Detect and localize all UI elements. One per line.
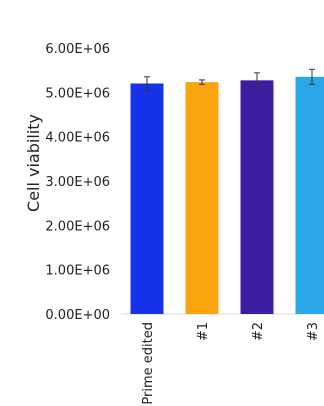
y-tick-label: 0.00E+00 — [45, 308, 110, 323]
category-label: #2 — [251, 322, 266, 341]
bar — [240, 80, 274, 314]
y-axis-ticks: 0.00E+00 1.00E+06 2.00E+06 3.00E+06 4.00E+06… — [45, 42, 110, 323]
error-bar — [309, 68, 315, 85]
error-bar — [254, 72, 260, 89]
y-tick-label: 6.00E+06 — [45, 42, 110, 57]
y-tick-label: 1.00E+06 — [45, 264, 110, 279]
error-bar — [144, 76, 150, 91]
bar — [130, 83, 164, 314]
category-label: Prime edited — [141, 322, 156, 405]
bar — [185, 82, 219, 315]
y-tick-label: 3.00E+06 — [45, 175, 110, 190]
category-label: #3 — [306, 322, 321, 341]
bars — [130, 76, 324, 315]
y-tick-label: 2.00E+06 — [45, 219, 110, 234]
error-bar — [199, 79, 205, 85]
bar — [295, 76, 324, 314]
category-labels: Prime edited #1 #2 #3 — [141, 322, 321, 405]
error-bars — [144, 68, 315, 91]
y-tick-label: 5.00E+06 — [45, 86, 110, 101]
y-tick-label: 4.00E+06 — [45, 131, 110, 146]
category-label: #1 — [196, 322, 211, 341]
y-axis-title: Cell viability — [24, 114, 43, 212]
